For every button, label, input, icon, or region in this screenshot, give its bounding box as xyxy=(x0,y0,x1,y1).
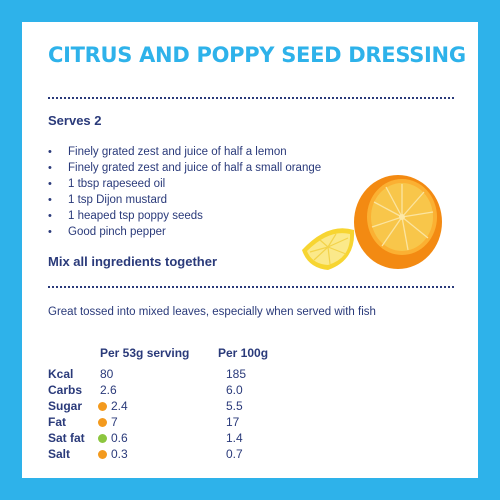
table-row: Sugar 2.4 5.5 xyxy=(48,398,468,414)
traffic-light-dot-icon xyxy=(98,418,107,427)
nutrient-label: Sugar xyxy=(48,399,83,413)
nutrient-label: Carbs xyxy=(48,383,83,397)
list-item: Finely grated zest and juice of half a l… xyxy=(48,144,321,160)
per100g-value: 17 xyxy=(226,415,240,429)
list-item: Good pinch pepper xyxy=(48,224,321,240)
nutrition-header: Per 53g serving Per 100g xyxy=(48,344,468,366)
list-item: 1 tbsp rapeseed oil xyxy=(48,176,321,192)
serving-value-cell: 7 xyxy=(98,414,118,430)
serving-value-cell: 80 xyxy=(100,366,113,382)
serving-value-cell: 0.3 xyxy=(98,446,128,462)
list-item: 1 tsp Dijon mustard xyxy=(48,192,321,208)
serves-label: Serves 2 xyxy=(48,113,102,128)
nutrient-label: Salt xyxy=(48,447,71,461)
per100g-value: 185 xyxy=(226,367,247,381)
serving-value: 0.3 xyxy=(111,447,128,461)
table-row: Sat fat 0.6 1.4 xyxy=(48,430,468,446)
citrus-fruit-image xyxy=(302,175,442,270)
nutrition-table: Per 53g serving Per 100g Kcal 80 185 Carbs 2… xyxy=(48,344,468,462)
serving-value-cell: 2.4 xyxy=(98,398,128,414)
lemon-wedge-icon xyxy=(302,228,355,270)
dotted-divider xyxy=(48,286,454,288)
nutrient-label: Kcal xyxy=(48,367,74,381)
recipe-title: CITRUS AND POPPY SEED DRESSING xyxy=(48,43,466,67)
per100g-value: 1.4 xyxy=(226,431,243,445)
table-row: Fat 7 17 xyxy=(48,414,468,430)
per100g-value: 0.7 xyxy=(226,447,243,461)
orange-half-icon xyxy=(354,175,442,269)
serving-value-cell: 2.6 xyxy=(100,382,117,398)
traffic-light-dot-icon xyxy=(98,434,107,443)
table-row: Salt 0.3 0.7 xyxy=(48,446,468,462)
serving-value: 2.6 xyxy=(100,383,117,397)
serving-value: 7 xyxy=(111,415,118,429)
traffic-light-dot-icon xyxy=(98,450,107,459)
traffic-light-dot-icon xyxy=(98,402,107,411)
serving-value-cell: 0.6 xyxy=(98,430,128,446)
serving-value: 80 xyxy=(100,367,114,381)
method-text: Mix all ingredients together xyxy=(48,254,218,269)
serving-note: Great tossed into mixed leaves, especial… xyxy=(48,306,376,318)
table-row: Kcal 80 185 xyxy=(48,366,468,382)
per100g-value: 6.0 xyxy=(226,383,243,397)
dotted-divider xyxy=(48,97,454,99)
nutrient-label: Fat xyxy=(48,415,66,429)
serving-value: 0.6 xyxy=(111,431,128,445)
nutrient-label: Sat fat xyxy=(48,431,85,445)
ingredient-list: Finely grated zest and juice of half a l… xyxy=(48,144,321,240)
list-item: Finely grated zest and juice of half a s… xyxy=(48,160,321,176)
table-row: Carbs 2.6 6.0 xyxy=(48,382,468,398)
per100g-value: 5.5 xyxy=(226,399,243,413)
serving-value: 2.4 xyxy=(111,399,128,413)
column-header-100g: Per 100g xyxy=(218,346,269,360)
column-header-serving: Per 53g serving xyxy=(100,346,190,360)
recipe-card: CITRUS AND POPPY SEED DRESSING Serves 2 … xyxy=(22,22,478,478)
list-item: 1 heaped tsp poppy seeds xyxy=(48,208,321,224)
